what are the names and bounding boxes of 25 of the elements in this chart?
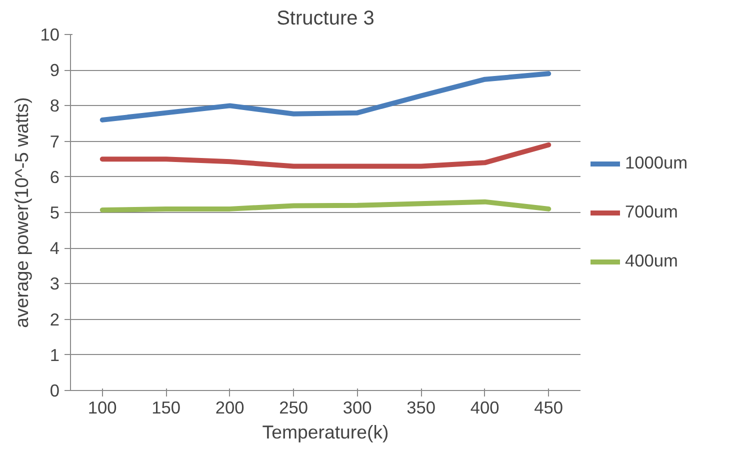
y-tick-label: 9	[50, 60, 60, 80]
x-tick-label: 200	[215, 398, 244, 418]
x-tick-label: 250	[279, 398, 308, 418]
y-tick-label: 8	[50, 96, 60, 116]
x-tick-label: 100	[88, 398, 117, 418]
y-tick-label: 4	[50, 238, 60, 258]
y-tick-label: 7	[50, 131, 60, 152]
y-tick-label: 10	[40, 24, 60, 44]
x-axis-title: Temperature(k)	[262, 422, 389, 442]
y-tick-label: 2	[50, 309, 60, 330]
x-tick-label: 400	[470, 398, 500, 418]
chart-title: Structure 3	[276, 8, 374, 30]
legend-label: 400um	[625, 250, 678, 272]
y-axis-title: average power(10^-5 watts)	[11, 97, 32, 328]
y-tick-label: 0	[50, 380, 60, 400]
x-tick-label: 350	[406, 398, 436, 418]
y-tick-label: 6	[50, 166, 60, 187]
legend-label: 1000um	[625, 152, 688, 174]
x-tick-label: 300	[342, 398, 372, 418]
y-tick-label: 1	[50, 344, 60, 365]
x-tick-label: 150	[152, 398, 181, 418]
y-tick-label: 3	[50, 274, 60, 294]
y-tick-label: 5	[50, 202, 60, 222]
legend-label: 700um	[625, 202, 678, 222]
x-tick-label: 450	[534, 398, 564, 418]
